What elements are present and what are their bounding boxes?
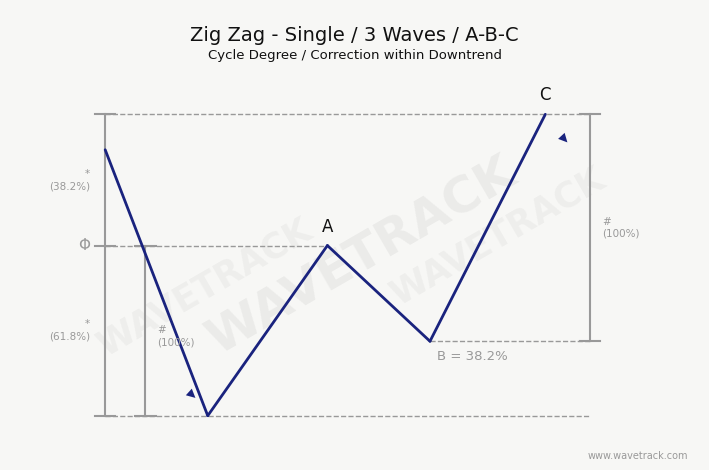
Text: #
(100%): # (100%) (157, 325, 195, 347)
Text: *
(38.2%): * (38.2%) (49, 169, 90, 191)
Text: Zig Zag - Single / 3 Waves / A-B-C: Zig Zag - Single / 3 Waves / A-B-C (190, 26, 519, 45)
Text: A: A (322, 218, 333, 235)
Text: WAVETRACK: WAVETRACK (386, 162, 612, 312)
Text: C: C (540, 86, 551, 104)
Text: Cycle Degree / Correction within Downtrend: Cycle Degree / Correction within Downtre… (208, 49, 501, 63)
Text: B = 38.2%: B = 38.2% (437, 350, 508, 363)
Text: *
(61.8%): * (61.8%) (49, 320, 90, 342)
Text: #
(100%): # (100%) (602, 217, 640, 239)
Text: WAVETRACK: WAVETRACK (92, 212, 319, 362)
Text: www.wavetrack.com: www.wavetrack.com (587, 451, 688, 461)
Text: WAVETRACK: WAVETRACK (199, 149, 524, 364)
Text: Φ: Φ (78, 238, 90, 253)
